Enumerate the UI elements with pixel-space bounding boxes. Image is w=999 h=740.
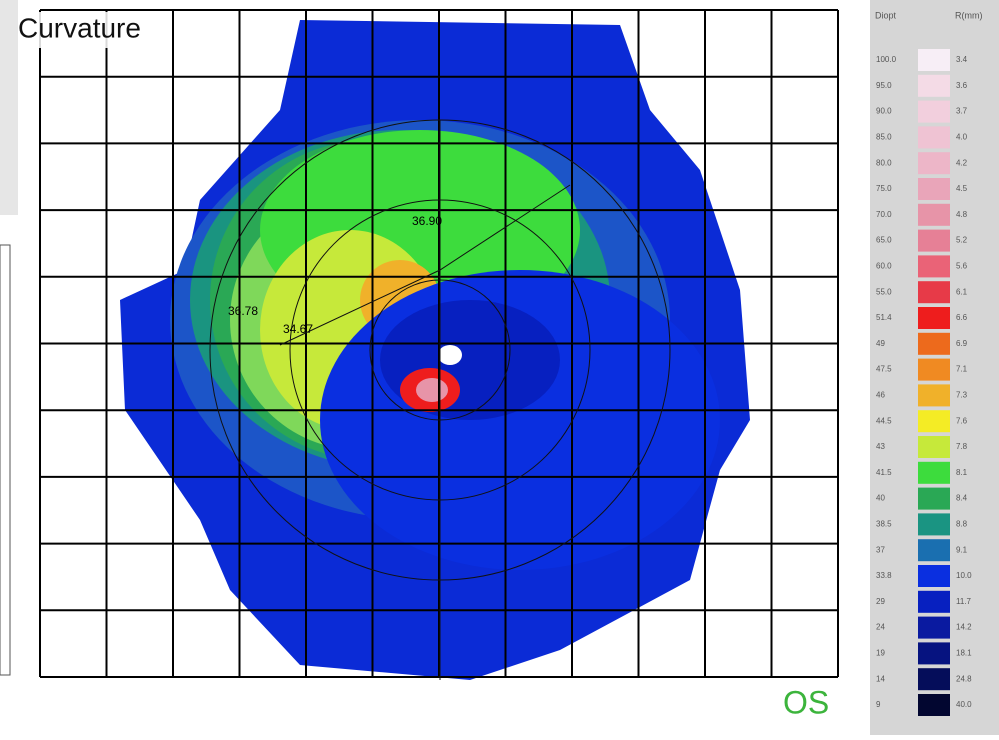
legend-swatch: [918, 694, 950, 716]
legend-swatch: [918, 617, 950, 639]
side-panel: [0, 0, 18, 215]
legend-radius: 3.6: [956, 81, 968, 90]
legend-swatch: [918, 230, 950, 252]
legend-diopter: 33.8: [876, 571, 892, 580]
legend-radius: 7.6: [956, 416, 968, 425]
legend-radius: 3.4: [956, 55, 968, 64]
legend-radius: 14.2: [956, 623, 972, 632]
legend-swatch: [918, 436, 950, 458]
legend-swatch: [918, 462, 950, 484]
legend-diopter: 38.5: [876, 520, 892, 529]
legend-diopter: 65.0: [876, 236, 892, 245]
legend-radius: 40.0: [956, 700, 972, 709]
legend-radius: 18.1: [956, 649, 972, 658]
map-label: 34.67: [283, 322, 313, 336]
legend-swatch: [918, 513, 950, 535]
topography-view: 36.90 36.78 34.67 Curvature OS Diopt R(m…: [0, 0, 999, 735]
legend-diopter: 49: [876, 339, 885, 348]
legend-radius: 6.9: [956, 339, 968, 348]
eye-label: OS: [783, 684, 829, 720]
legend-swatch: [918, 591, 950, 613]
legend-diopter: 24: [876, 623, 885, 632]
legend-diopter: 46: [876, 391, 885, 400]
legend-header: R(mm): [955, 10, 983, 20]
legend-swatch: [918, 333, 950, 355]
legend-diopter: 95.0: [876, 81, 892, 90]
legend-radius: 11.7: [956, 597, 972, 606]
title: Curvature: [18, 12, 141, 43]
legend-swatch: [918, 49, 950, 71]
legend-diopter: 41.5: [876, 468, 892, 477]
legend-diopter: 51.4: [876, 313, 892, 322]
legend-diopter: 47.5: [876, 365, 892, 374]
legend-diopter: 14: [876, 674, 885, 683]
legend-diopter: 19: [876, 649, 885, 658]
legend-swatch: [918, 488, 950, 510]
legend-diopter: 29: [876, 597, 885, 606]
map-label: 36.78: [228, 304, 258, 318]
legend-header: Diopt: [875, 10, 897, 20]
page: 36.90 36.78 34.67 Curvature OS Diopt R(m…: [0, 0, 999, 735]
legend-swatch: [918, 75, 950, 97]
legend-radius: 7.8: [956, 442, 968, 451]
legend-radius: 10.0: [956, 571, 972, 580]
legend-radius: 9.1: [956, 545, 968, 554]
legend-swatch: [918, 307, 950, 329]
legend-diopter: 44.5: [876, 416, 892, 425]
legend-diopter: 100.0: [876, 55, 897, 64]
legend-radius: 8.8: [956, 520, 968, 529]
legend-swatch: [918, 359, 950, 381]
legend-diopter: 9: [876, 700, 881, 709]
legend-radius: 5.6: [956, 262, 968, 271]
legend-radius: 7.1: [956, 365, 968, 374]
legend-diopter: 60.0: [876, 262, 892, 271]
legend-radius: 8.4: [956, 494, 968, 503]
legend-radius: 6.6: [956, 313, 968, 322]
legend-swatch: [918, 101, 950, 123]
legend-radius: 24.8: [956, 674, 972, 683]
legend-diopter: 43: [876, 442, 885, 451]
legend-swatch: [918, 204, 950, 226]
legend-swatch: [918, 642, 950, 664]
legend-radius: 4.8: [956, 210, 968, 219]
legend-swatch: [918, 539, 950, 561]
legend-diopter: 37: [876, 545, 885, 554]
legend-diopter: 75.0: [876, 184, 892, 193]
legend-swatch: [918, 255, 950, 277]
legend-radius: 5.2: [956, 236, 968, 245]
legend-swatch: [918, 126, 950, 148]
legend-diopter: 85.0: [876, 133, 892, 142]
legend-swatch: [918, 384, 950, 406]
legend-swatch: [918, 668, 950, 690]
legend-radius: 4.2: [956, 158, 968, 167]
legend-swatch: [918, 565, 950, 587]
map-label: 36.90: [412, 214, 442, 228]
legend-swatch: [918, 281, 950, 303]
legend-diopter: 55.0: [876, 287, 892, 296]
legend-radius: 4.0: [956, 133, 968, 142]
legend-radius: 6.1: [956, 287, 968, 296]
legend-radius: 8.1: [956, 468, 968, 477]
legend-diopter: 80.0: [876, 158, 892, 167]
legend-radius: 3.7: [956, 107, 968, 116]
legend-swatch: [918, 178, 950, 200]
legend-diopter: 90.0: [876, 107, 892, 116]
legend-swatch: [918, 152, 950, 174]
legend-diopter: 70.0: [876, 210, 892, 219]
legend-radius: 4.5: [956, 184, 968, 193]
legend-diopter: 40: [876, 494, 885, 503]
legend-radius: 7.3: [956, 391, 968, 400]
legend-swatch: [918, 410, 950, 432]
side-panel: [0, 245, 10, 675]
